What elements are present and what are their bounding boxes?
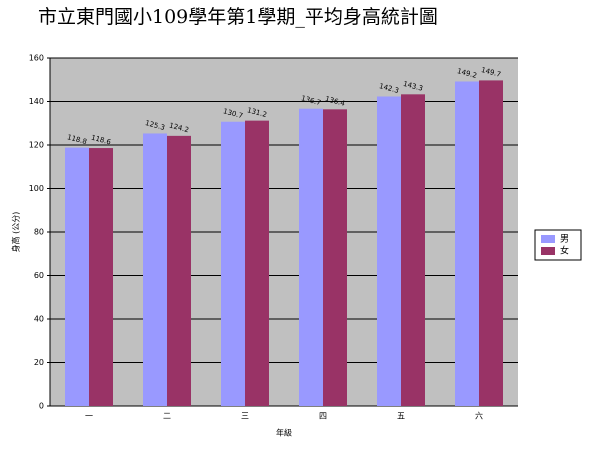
legend-box [534,229,582,261]
y-tick-label: 80 [34,228,44,237]
bar [221,121,245,406]
x-tick-label: 四 [319,412,327,421]
y-axis-label: 身高 (公分) [11,212,21,253]
x-tick-label: 五 [397,412,405,421]
y-tick-label: 0 [39,402,44,411]
x-tick-label: 三 [241,412,249,421]
bar [479,80,503,406]
y-tick-label: 160 [29,54,44,63]
y-tick-label: 140 [29,97,44,106]
x-tick-label: 六 [475,411,483,421]
legend-label: 男 [560,234,569,245]
bar [89,148,113,407]
bar [455,81,479,407]
bar [245,120,269,406]
legend-label: 女 [560,245,569,257]
bar [377,96,401,406]
x-tick-label: 一 [85,412,93,421]
bar [299,108,323,407]
bar [401,94,425,406]
y-tick-label: 20 [34,358,44,367]
bar [65,147,89,407]
y-tick-label: 40 [34,315,44,324]
chart-title: 市立東門國小109學年第1學期_平均身高統計圖 [38,6,438,28]
x-axis-label: 年級 [276,428,292,438]
bar [143,133,167,406]
y-tick-label: 60 [34,271,44,280]
legend-swatch [541,235,555,243]
bar [323,109,347,406]
bar [167,135,191,407]
y-tick-label: 100 [29,184,44,193]
y-tick-label: 120 [29,141,44,150]
x-tick-label: 二 [163,412,171,421]
legend-swatch [541,247,555,255]
